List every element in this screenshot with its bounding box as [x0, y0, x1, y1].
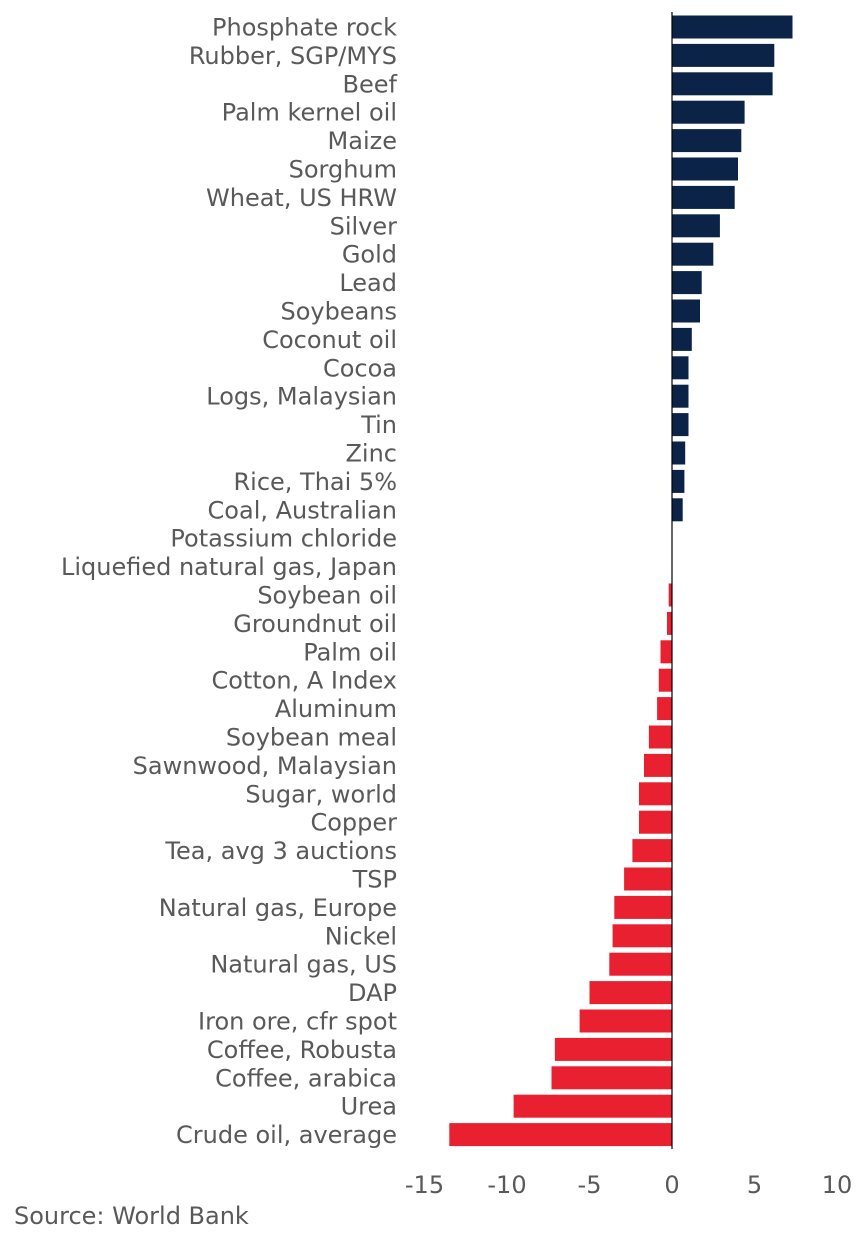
category-label-maize: Maize [328, 127, 397, 155]
category-label-tsp: TSP [352, 866, 397, 894]
bar-tsp [624, 867, 672, 891]
category-label-coal-australian: Coal, Australian [208, 496, 397, 524]
bar-iron-ore-cfr-spot [579, 1009, 672, 1033]
bar-rubber-sgp-mys [672, 43, 775, 67]
bar-coal-australian [672, 498, 683, 522]
bar-palm-oil [660, 640, 672, 664]
category-label-soybean-oil: Soybean oil [257, 582, 397, 610]
category-label-wheat-us-hrw: Wheat, US HRW [206, 184, 397, 212]
bar-aluminum [657, 697, 672, 721]
category-label-liquefied-natural-gas-japan: Liquefied natural gas, Japan [61, 553, 397, 581]
bars-group [449, 15, 793, 1147]
category-label-soybean-meal: Soybean meal [226, 724, 397, 752]
bar-natural-gas-us [609, 952, 672, 976]
category-label-crude-oil-average: Crude oil, average [176, 1121, 397, 1149]
bar-cocoa [672, 356, 689, 380]
category-label-phosphate-rock: Phosphate rock [212, 14, 397, 42]
bar-zinc [672, 441, 686, 465]
bar-tea-avg-3-auctions [632, 839, 672, 863]
category-label-copper: Copper [310, 809, 397, 837]
x-tick-labels-group: -15 -10 -5 0 5 10 [405, 1171, 852, 1199]
x-tick-label: -10 [487, 1171, 526, 1199]
category-label-palm-kernel-oil: Palm kernel oil [222, 99, 397, 127]
category-label-coffee-robusta: Coffee, Robusta [207, 1036, 397, 1064]
category-label-lead: Lead [339, 269, 397, 297]
bar-maize [672, 129, 742, 153]
category-label-dap: DAP [348, 979, 397, 1007]
x-tick-label: 10 [822, 1171, 853, 1199]
category-label-zinc: Zinc [345, 440, 397, 468]
bar-sugar-world [639, 782, 672, 806]
category-label-sugar-world: Sugar, world [245, 780, 397, 808]
category-label-logs-malaysian: Logs, Malaysian [206, 383, 397, 411]
bar-coffee-robusta [554, 1037, 672, 1061]
bar-gold [672, 242, 714, 266]
category-label-aluminum: Aluminum [275, 695, 397, 723]
category-label-gold: Gold [342, 241, 397, 269]
category-label-beef: Beef [343, 70, 398, 98]
bar-silver [672, 214, 720, 238]
bar-coconut-oil [672, 327, 692, 351]
category-label-sorghum: Sorghum [289, 156, 397, 184]
bar-rice-thai-5 [672, 469, 685, 493]
bar-logs-malaysian [672, 384, 689, 408]
category-label-cocoa: Cocoa [323, 354, 397, 382]
category-label-groundnut-oil: Groundnut oil [233, 610, 397, 638]
bar-crude-oil-average [449, 1123, 673, 1147]
bar-sawnwood-malaysian [644, 753, 672, 777]
bar-cotton-a-index [658, 668, 672, 692]
category-label-rice-thai-5: Rice, Thai 5% [233, 468, 397, 496]
bar-soybean-meal [648, 725, 672, 749]
category-label-tea-avg-3-auctions: Tea, avg 3 auctions [164, 837, 397, 865]
category-label-urea: Urea [341, 1093, 397, 1121]
bar-tin [672, 413, 689, 437]
bar-dap [589, 981, 672, 1005]
category-label-palm-oil: Palm oil [303, 638, 397, 666]
x-tick-label: 5 [747, 1171, 762, 1199]
category-label-natural-gas-us: Natural gas, US [210, 951, 397, 979]
x-tick-label: -5 [578, 1171, 602, 1199]
bar-phosphate-rock [672, 15, 793, 39]
category-label-rubber-sgp-mys: Rubber, SGP/MYS [189, 42, 397, 70]
category-label-cotton-a-index: Cotton, A Index [211, 667, 397, 695]
category-label-coffee-arabica: Coffee, arabica [215, 1064, 397, 1092]
category-label-iron-ore-cfr-spot: Iron ore, cfr spot [198, 1008, 397, 1036]
x-tick-label: -15 [405, 1171, 444, 1199]
source-note: Source: World Bank [14, 1202, 249, 1230]
bar-coffee-arabica [551, 1066, 672, 1090]
category-label-coconut-oil: Coconut oil [262, 326, 397, 354]
bar-lead [672, 271, 702, 295]
bar-beef [672, 72, 773, 96]
category-label-nickel: Nickel [325, 922, 397, 950]
bar-wheat-us-hrw [672, 185, 735, 209]
bar-palm-kernel-oil [672, 100, 745, 124]
bar-natural-gas-europe [614, 895, 673, 919]
x-tick-label: 0 [664, 1171, 679, 1199]
bar-sorghum [672, 157, 738, 181]
category-label-tin: Tin [360, 411, 397, 439]
bar-copper [639, 810, 672, 834]
bar-soybeans [672, 299, 700, 323]
category-label-potassium-chloride: Potassium chloride [170, 525, 397, 553]
bar-urea [513, 1094, 672, 1118]
category-label-sawnwood-malaysian: Sawnwood, Malaysian [133, 752, 397, 780]
category-label-soybeans: Soybeans [280, 298, 397, 326]
category-label-silver: Silver [330, 212, 398, 240]
bar-groundnut-oil [667, 611, 672, 635]
bar-nickel [612, 924, 672, 948]
category-label-natural-gas-europe: Natural gas, Europe [159, 894, 397, 922]
bar-soybean-oil [668, 583, 672, 607]
